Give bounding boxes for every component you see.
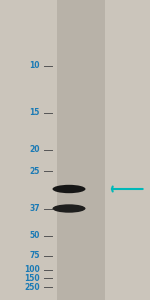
Text: 15: 15 [29, 108, 40, 117]
Text: 75: 75 [29, 251, 40, 260]
Ellipse shape [52, 185, 86, 193]
Text: 25: 25 [29, 167, 40, 176]
Text: 37: 37 [29, 204, 40, 213]
Text: 50: 50 [29, 231, 40, 240]
Ellipse shape [52, 204, 86, 213]
Text: 150: 150 [24, 274, 40, 283]
Text: 250: 250 [24, 283, 40, 292]
Bar [57, 0, 105, 300]
Text: 20: 20 [29, 146, 40, 154]
Text: 100: 100 [24, 266, 40, 274]
Text: 10: 10 [29, 61, 40, 70]
